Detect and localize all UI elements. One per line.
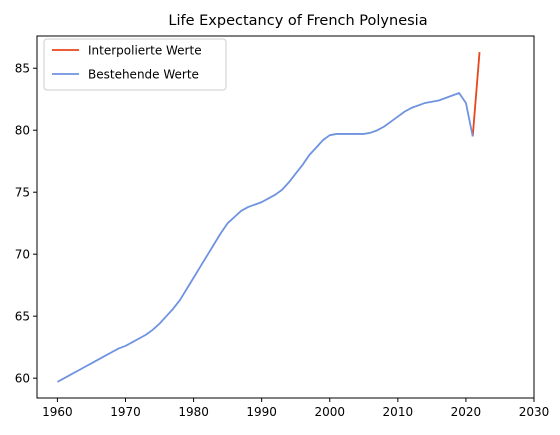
- series-line-interpolated: [471, 52, 481, 137]
- x-tick-label: 1990: [246, 405, 277, 419]
- x-tick-label: 2010: [383, 405, 414, 419]
- series-line-existing: [56, 92, 474, 383]
- y-tick-label: 60: [15, 372, 30, 386]
- x-tick-label: 1970: [110, 405, 141, 419]
- legend-label-existing: Bestehende Werte: [88, 68, 199, 82]
- x-tick-label: 1980: [178, 405, 209, 419]
- legend-label-interpolated: Interpolierte Werte: [88, 44, 202, 58]
- x-tick-label: 1960: [42, 405, 73, 419]
- y-axis: 60 65 70 75 80 85: [15, 62, 37, 386]
- legend: Interpolierte Werte Bestehende Werte: [43, 38, 227, 91]
- x-axis: 1960 1970 1980 1990 2000 2010 2020 2030: [42, 398, 549, 419]
- chart-title: Life Expectancy of French Polynesia: [168, 13, 427, 29]
- legend-box: [43, 38, 227, 91]
- axes-frame: [36, 35, 535, 399]
- x-tick-label: 2000: [314, 405, 345, 419]
- x-tick-label: 2020: [451, 405, 482, 419]
- x-tick-label: 2030: [519, 405, 550, 419]
- y-tick-label: 65: [15, 310, 30, 324]
- y-tick-label: 75: [15, 186, 30, 200]
- y-tick-label: 70: [15, 248, 30, 262]
- y-tick-label: 80: [15, 124, 30, 138]
- plot-area-lines: [56, 52, 481, 383]
- y-tick-label: 85: [15, 62, 30, 76]
